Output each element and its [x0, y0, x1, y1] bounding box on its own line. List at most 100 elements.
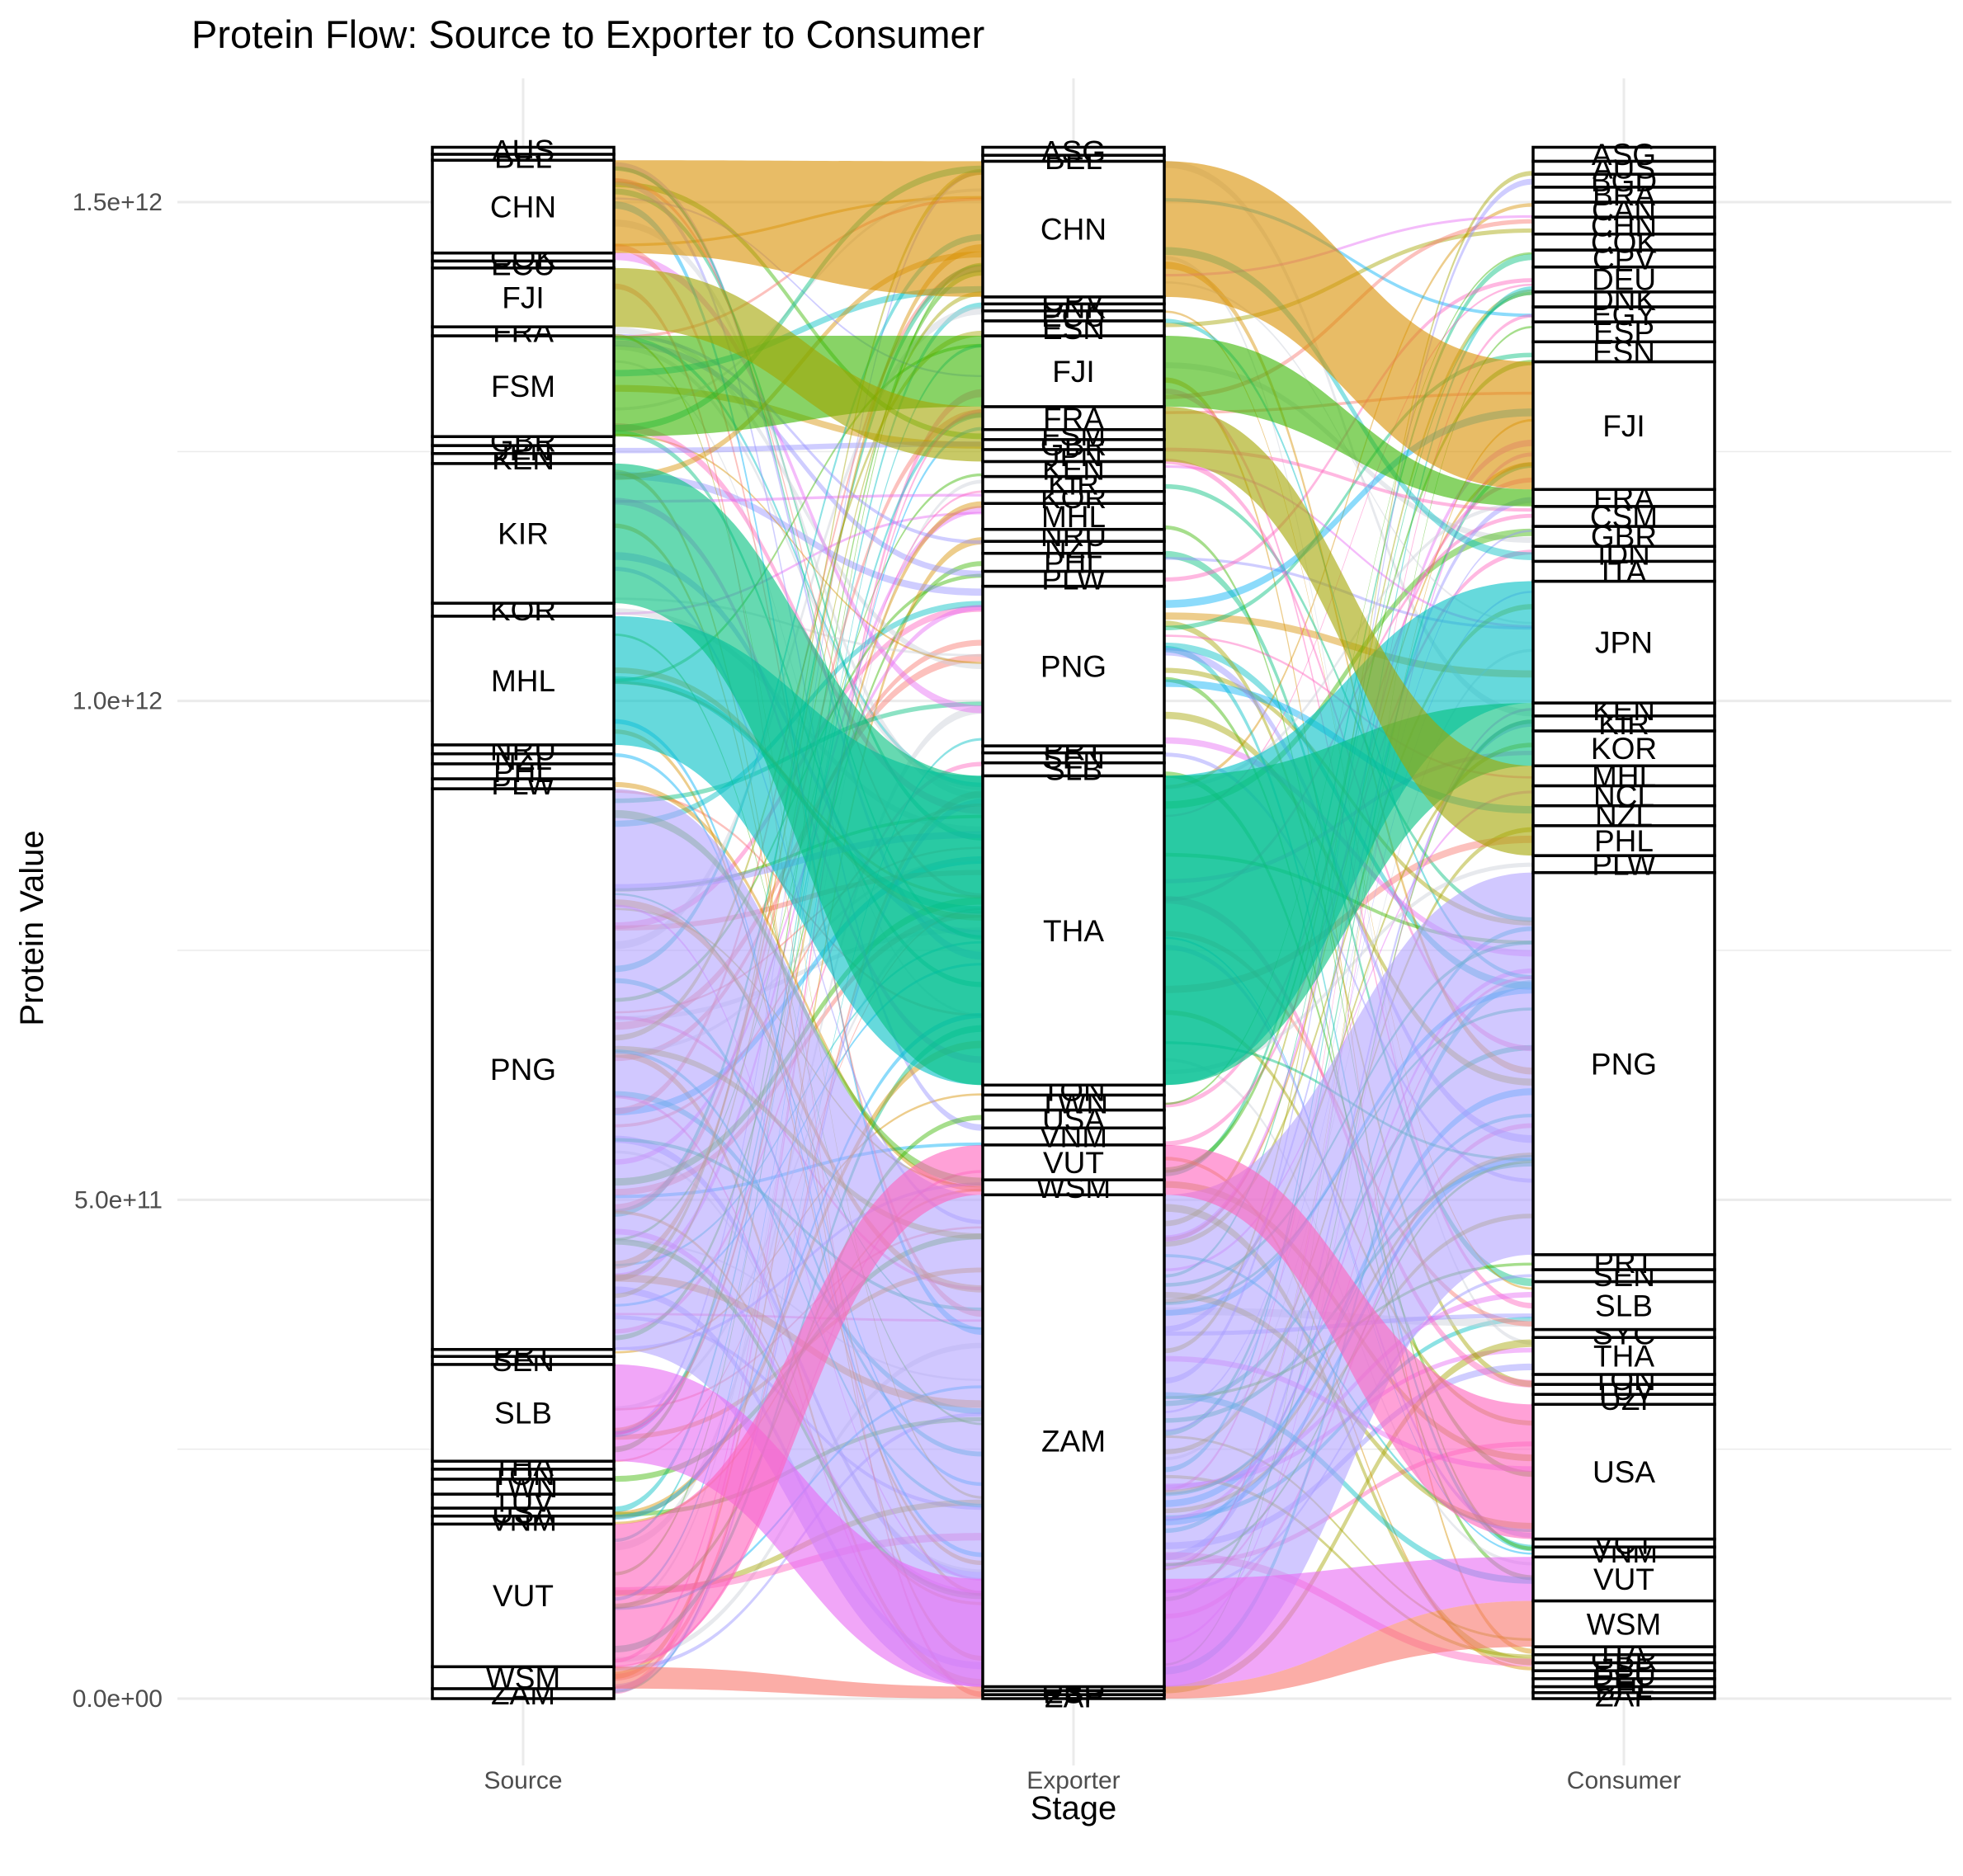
flow-thread: [1164, 1392, 1533, 1584]
stratum-label: FJI: [1602, 409, 1644, 443]
stratum-exporter-asg: [981, 145, 1166, 157]
flow-thread: [614, 233, 983, 973]
flow-thread: [1164, 447, 1533, 512]
flow-thread: [1164, 283, 1533, 818]
stratum-consumer-ita: [1531, 559, 1716, 583]
flow-thread: [1164, 742, 1533, 1304]
flow-thread: [614, 219, 983, 799]
flow-thread: [1164, 462, 1533, 1436]
flow-thread: [1164, 203, 1533, 790]
flow-thread: [614, 412, 983, 1438]
stratum-consumer-usa: [1531, 1402, 1716, 1541]
stratum-label: KOR: [1591, 732, 1657, 766]
flow-thread: [614, 781, 983, 1192]
flow-thread: [614, 345, 983, 790]
flow-thread: [1164, 1435, 1533, 1641]
stratum-label: PHL: [1594, 824, 1654, 858]
stratum-exporter-fji: [981, 334, 1166, 408]
flow-thread: [1164, 530, 1533, 1413]
flow-thread: [1164, 214, 1533, 277]
stratum-label: WSM: [1587, 1607, 1661, 1641]
flow-thread: [614, 501, 983, 1435]
flow-thread: [614, 433, 983, 664]
x-axis: Source Exporter Consumer: [484, 1767, 1681, 1794]
flow-thread: [1164, 464, 1533, 628]
flow-thread: [1164, 247, 1533, 560]
flow-thread: [614, 165, 983, 432]
flow-chn-source-exporter: [614, 160, 983, 297]
stratum-consumer-deu: [1531, 265, 1716, 294]
flow-vut-exporter-consumer: [1164, 1144, 1533, 1539]
x-tick-label-source: Source: [484, 1767, 562, 1794]
flow-thread: [1164, 752, 1533, 1183]
stratum-label: CHN: [490, 190, 556, 224]
flow-thread: [1164, 620, 1533, 1388]
flow-vut-source-exporter: [614, 1144, 983, 1667]
flow-thread: [614, 857, 983, 1054]
flow-thread: [614, 343, 983, 682]
stratum-label: ZAM: [1041, 1424, 1106, 1458]
flow-thread: [614, 856, 983, 1115]
stratum-source-chn: [431, 158, 616, 255]
stratum-exporter-chn: [981, 159, 1166, 299]
stratum-source-aus: [431, 145, 616, 156]
y-tick-label: 1.5e+12: [73, 189, 163, 216]
flow-thread: [1164, 418, 1533, 1571]
flow-kir-source-exporter: [614, 463, 983, 1086]
flow-thread: [614, 252, 983, 714]
flow-thread: [614, 283, 983, 1698]
stratum-consumer-kor: [1531, 729, 1716, 768]
flow-thread: [1164, 1474, 1533, 1658]
stratum-label: ASG: [1041, 134, 1106, 168]
x-tick-label-exporter: Exporter: [1026, 1767, 1120, 1794]
flow-thread: [614, 285, 983, 377]
stratum-label: PNG: [1040, 649, 1107, 683]
stratum-consumer-png: [1531, 870, 1716, 1256]
stratum-consumer-jpn: [1531, 579, 1716, 705]
stratum-source-vut: [431, 1522, 616, 1669]
stratum-label: PNG: [490, 1053, 556, 1086]
stratum-label: SLB: [494, 1397, 552, 1431]
flow-thread: [1164, 790, 1533, 1271]
flow-thread: [614, 181, 983, 440]
flow-thread: [1164, 528, 1533, 809]
flow-thread: [1164, 252, 1533, 1105]
flow-fji-exporter-consumer: [1164, 406, 1533, 856]
stratum-label: KIR: [498, 516, 549, 550]
stratum-consumer-fji: [1531, 360, 1716, 492]
flow-thread: [1164, 1339, 1533, 1694]
flow-thread: [1164, 262, 1533, 1075]
stratum-label: ASG: [1592, 138, 1656, 172]
flow-thread: [1164, 198, 1533, 318]
y-tick-label: 0.0e+00: [73, 1685, 163, 1713]
flows: [614, 160, 1533, 1699]
flow-thread: [614, 335, 983, 788]
flow-thread: [614, 262, 983, 1576]
stratum-label: PNG: [1591, 1047, 1657, 1081]
flow-thread: [614, 327, 983, 670]
flow-thread: [614, 511, 983, 615]
stratum-exporter-zam: [981, 1193, 1166, 1689]
stratum-label: VUT: [493, 1579, 554, 1613]
flow-thread: [614, 490, 983, 1435]
stratum-label: JPN: [1595, 625, 1653, 659]
stratum-consumer-ncl: [1531, 784, 1716, 808]
flow-wsm-source-exporter: [614, 1666, 983, 1699]
flow-thread: [614, 166, 983, 940]
stratum-consumer-asg: [1531, 145, 1716, 163]
flow-fji-source-exporter: [614, 267, 983, 462]
stratum-exporter-tha: [981, 774, 1166, 1087]
flow-thread: [614, 927, 983, 1021]
flow-thread: [1164, 391, 1533, 414]
flow-thread: [1164, 352, 1533, 631]
flow-thread: [614, 162, 983, 960]
stratum-label: THA: [1593, 1340, 1654, 1374]
flow-thread: [1164, 452, 1533, 1570]
flow-slb-source-exporter: [614, 1364, 983, 1687]
y-axis-title: Protein Value: [14, 830, 50, 1025]
stratum-label: FJI: [1052, 355, 1094, 389]
flow-thread: [1164, 1441, 1533, 1567]
stratum-source-mhl: [431, 615, 616, 747]
flow-thread: [614, 846, 983, 1014]
